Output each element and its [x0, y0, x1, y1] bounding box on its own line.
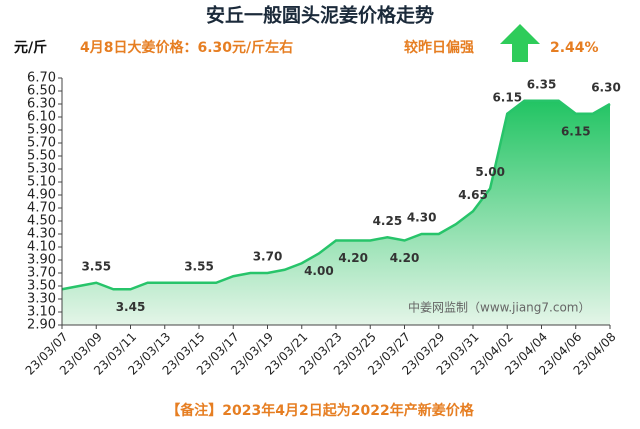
data-label: 4.00 [304, 264, 334, 278]
y-tick-label: 6.10 [27, 110, 56, 125]
up-arrow [500, 24, 540, 62]
data-label: 3.55 [81, 259, 111, 273]
y-tick-label: 6.70 [27, 71, 56, 86]
y-tick-label: 5.30 [27, 162, 56, 177]
y-tick-label: 3.90 [27, 253, 56, 268]
data-label: 3.55 [184, 259, 214, 273]
y-tick-label: 3.70 [27, 266, 56, 281]
data-label: 4.30 [407, 211, 437, 225]
y-tick-label: 5.70 [27, 136, 56, 151]
data-label: 3.70 [253, 250, 283, 264]
unit-label: 元/斤 [14, 39, 47, 56]
y-tick-label: 4.70 [27, 201, 56, 216]
chart-title: 安丘一般圆头泥姜价格走势 [206, 4, 434, 27]
y-tick-label: 4.30 [27, 227, 56, 242]
watermark: 中姜网监制（www.jiang7.com） [408, 300, 590, 315]
y-tick-label: 4.90 [27, 188, 56, 203]
y-tick-label: 2.90 [27, 318, 56, 333]
subtitle: 4月8日大姜价格：6.30元/斤左右 [80, 39, 293, 56]
y-tick-label: 6.30 [27, 97, 56, 112]
y-tick-label: 5.90 [27, 123, 56, 138]
line [61, 99, 611, 291]
y-tick-label: 4.50 [27, 214, 56, 229]
data-label: 5.00 [475, 165, 505, 179]
data-label: 4.20 [390, 251, 420, 265]
change-text: 较昨日偏强 [404, 39, 474, 56]
y-tick-label: 5.10 [27, 175, 56, 190]
area [62, 100, 610, 325]
note: 【备注】2023年4月2日起为2022年产新姜价格 [166, 402, 474, 419]
y-tick-label: 3.50 [27, 279, 56, 294]
data-label: 6.35 [527, 77, 557, 91]
data-label: 4.20 [338, 251, 368, 265]
data-label: 4.65 [458, 188, 488, 202]
data-label: 6.15 [561, 124, 591, 138]
change-value: 2.44% [550, 40, 599, 56]
y-tick-label: 3.10 [27, 305, 56, 320]
y-tick-label: 4.10 [27, 240, 56, 255]
data-label: 6.30 [591, 81, 621, 95]
data-label: 6.15 [492, 90, 522, 104]
y-tick-label: 6.50 [27, 84, 56, 99]
data-label: 3.45 [116, 300, 146, 314]
data-label: 4.25 [373, 214, 403, 228]
y-tick-label: 3.30 [27, 292, 56, 307]
y-tick-label: 5.50 [27, 149, 56, 164]
